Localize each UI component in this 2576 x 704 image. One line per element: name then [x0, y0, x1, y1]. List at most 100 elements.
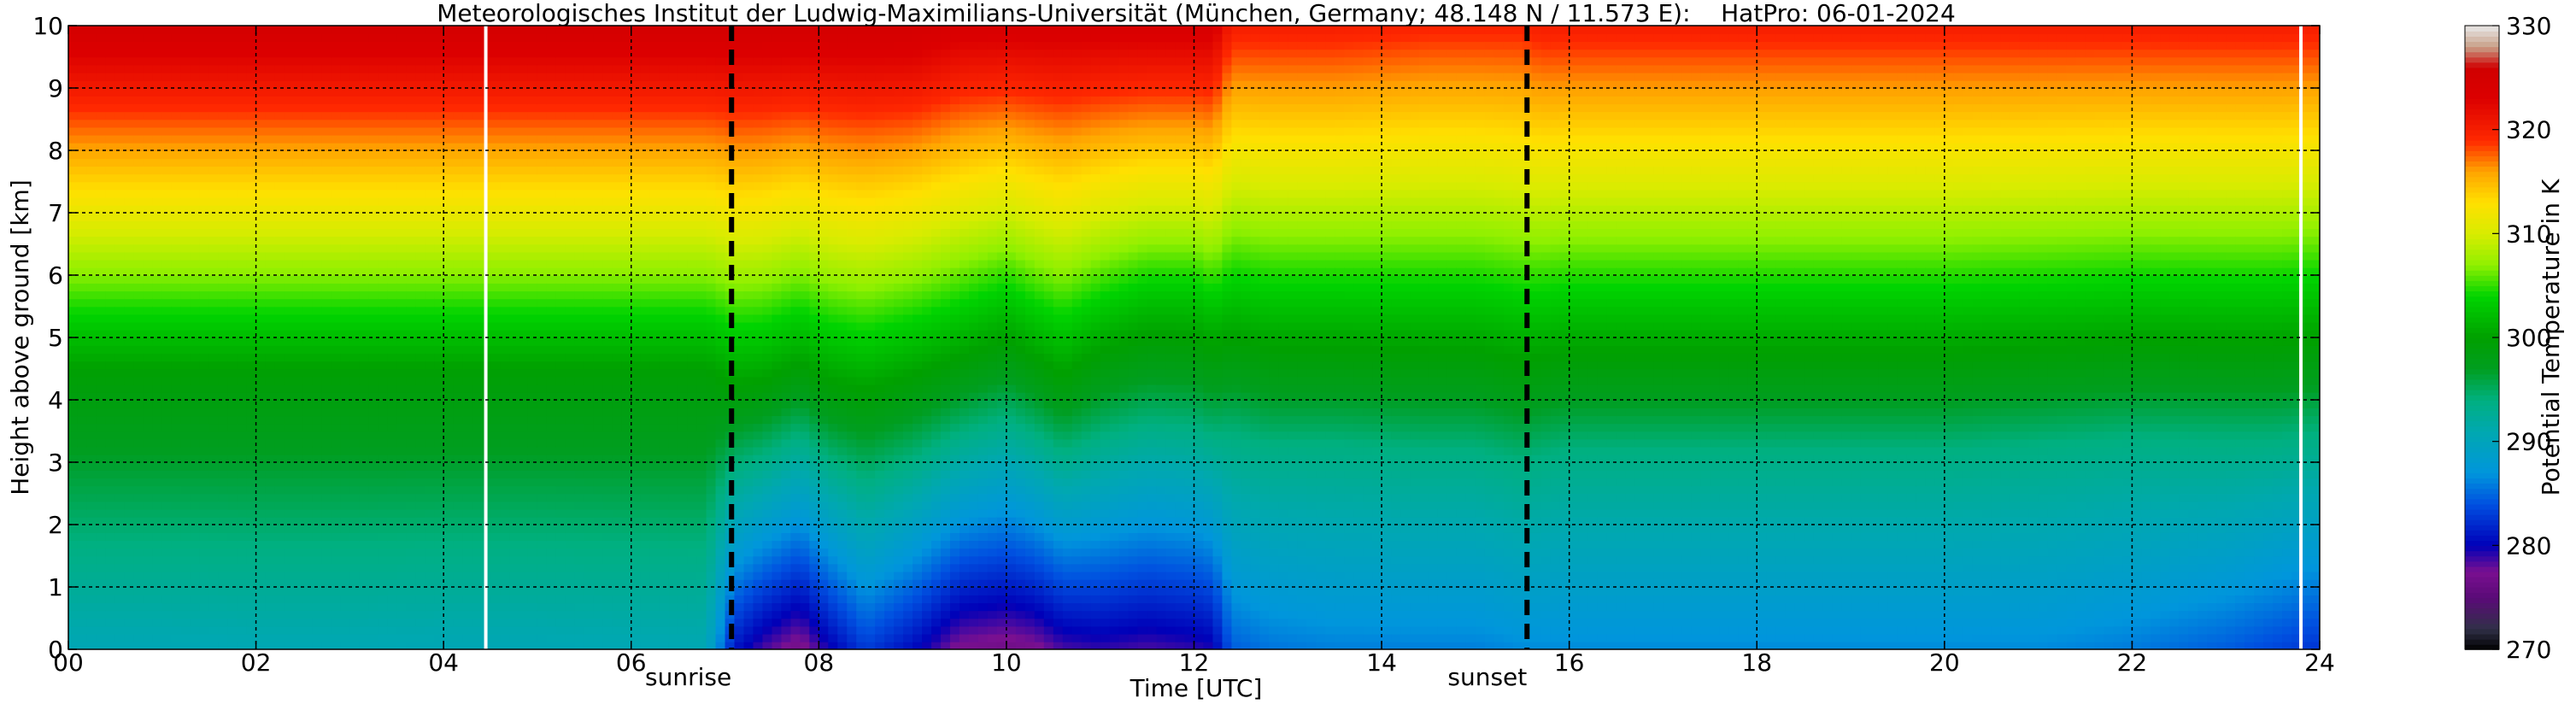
heatmap-cell	[237, 197, 248, 206]
heatmap-cell	[602, 79, 613, 89]
heatmap-cell	[584, 625, 595, 635]
heatmap-cell	[537, 555, 548, 565]
heatmap-cell	[293, 555, 304, 565]
heatmap-cell	[302, 571, 314, 580]
heatmap-cell	[500, 158, 510, 167]
heatmap-cell	[255, 236, 267, 245]
heatmap-cell	[406, 243, 417, 253]
heatmap-cell	[453, 578, 463, 588]
heatmap-cell	[649, 478, 660, 487]
heatmap-cell	[472, 290, 482, 300]
heatmap-cell	[649, 438, 660, 448]
heatmap-cell	[77, 236, 88, 245]
heatmap-cell	[406, 321, 417, 331]
heatmap-cell	[190, 384, 201, 393]
heatmap-cell	[527, 213, 538, 221]
heatmap-cell	[302, 111, 314, 120]
heatmap-cell	[434, 391, 444, 401]
heatmap-cell	[453, 134, 463, 144]
heatmap-cell	[359, 119, 370, 128]
heatmap-cell	[649, 641, 660, 649]
heatmap-cell	[415, 618, 426, 627]
heatmap-cell	[519, 368, 529, 378]
heatmap-cell	[555, 641, 566, 649]
heatmap-cell	[555, 166, 566, 175]
heatmap-cell	[124, 72, 135, 81]
heatmap-cell	[68, 532, 79, 542]
heatmap-cell	[265, 571, 276, 580]
heatmap-cell	[387, 213, 398, 221]
heatmap-cell	[237, 384, 248, 393]
heatmap-cell	[527, 431, 538, 440]
heatmap-cell	[105, 368, 116, 378]
heatmap-cell	[584, 64, 595, 73]
heatmap-cell	[453, 415, 463, 425]
heatmap-cell	[612, 454, 623, 463]
heatmap-cell	[574, 236, 585, 245]
heatmap-cell	[180, 353, 191, 362]
heatmap-cell	[124, 158, 135, 167]
heatmap-cell	[190, 88, 201, 97]
heatmap-cell	[574, 368, 585, 378]
heatmap-cell	[227, 641, 238, 649]
heatmap-cell	[265, 555, 276, 565]
heatmap-cell	[208, 119, 220, 128]
heatmap-cell	[218, 283, 229, 292]
heatmap-cell	[649, 415, 660, 425]
heatmap-cell	[396, 64, 408, 73]
heatmap-cell	[406, 189, 417, 198]
heatmap-cell	[152, 540, 163, 549]
heatmap-cell	[631, 595, 642, 604]
heatmap-cell	[246, 345, 257, 355]
heatmap-cell	[237, 26, 248, 34]
heatmap-cell	[443, 610, 454, 619]
heatmap-cell	[86, 548, 97, 557]
heatmap-cell	[180, 532, 191, 542]
heatmap-cell	[105, 532, 116, 542]
heatmap-cell	[574, 610, 585, 619]
heatmap-cell	[359, 166, 370, 175]
heatmap-cell	[509, 158, 519, 167]
heatmap-cell	[124, 337, 135, 346]
heatmap-cell	[387, 508, 398, 518]
heatmap-cell	[246, 173, 257, 183]
heatmap-cell	[349, 540, 361, 549]
heatmap-cell	[96, 415, 107, 425]
heatmap-cell	[527, 625, 538, 635]
heatmap-cell	[331, 142, 342, 151]
heatmap-cell	[86, 602, 97, 612]
heatmap-cell	[208, 283, 220, 292]
heatmap-cell	[565, 56, 576, 66]
heatmap-cell	[133, 197, 144, 206]
heatmap-cell	[114, 602, 126, 612]
heatmap-cell	[105, 470, 116, 479]
heatmap-cell	[124, 368, 135, 378]
heatmap-cell	[593, 79, 604, 89]
heatmap-cell	[612, 508, 623, 518]
heatmap-cell	[509, 478, 519, 487]
heatmap-cell	[378, 446, 389, 455]
heatmap-cell	[77, 283, 88, 292]
heatmap-cell	[378, 391, 389, 401]
heatmap-cell	[519, 314, 529, 323]
heatmap-cell	[96, 384, 107, 393]
heatmap-cell	[180, 321, 191, 331]
heatmap-cell	[190, 220, 201, 230]
heatmap-cell	[331, 267, 342, 276]
heatmap-cell	[387, 610, 398, 619]
heatmap-cell	[218, 618, 229, 627]
heatmap-cell	[453, 290, 463, 300]
heatmap-cell	[255, 259, 267, 268]
heatmap-cell	[237, 353, 248, 362]
heatmap-cell	[321, 423, 332, 432]
heatmap-cell	[509, 26, 519, 34]
heatmap-cell	[312, 478, 323, 487]
heatmap-cell	[302, 618, 314, 627]
heatmap-cell	[293, 446, 304, 455]
heatmap-cell	[584, 532, 595, 542]
heatmap-cell	[227, 197, 238, 206]
heatmap-cell	[387, 555, 398, 565]
heatmap-cell	[415, 111, 426, 120]
heatmap-cell	[434, 337, 444, 346]
heatmap-cell	[105, 431, 116, 440]
